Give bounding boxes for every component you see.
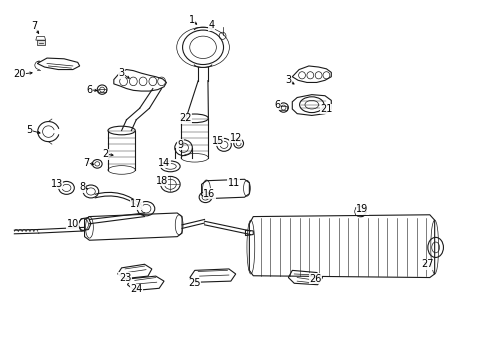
Text: 27: 27 xyxy=(420,259,433,269)
Text: 21: 21 xyxy=(320,104,332,114)
Text: 7: 7 xyxy=(31,21,37,31)
Text: 7: 7 xyxy=(83,158,89,168)
Text: 6: 6 xyxy=(86,85,92,95)
Text: 8: 8 xyxy=(80,182,85,192)
Text: 6: 6 xyxy=(274,100,280,110)
Text: 18: 18 xyxy=(155,176,167,186)
Text: 23: 23 xyxy=(119,273,131,283)
Text: 15: 15 xyxy=(211,136,224,145)
Text: 25: 25 xyxy=(188,278,201,288)
Text: 16: 16 xyxy=(203,189,215,199)
Text: 5: 5 xyxy=(26,125,32,135)
Text: 4: 4 xyxy=(208,20,214,30)
Text: 1: 1 xyxy=(188,15,195,26)
Text: 3: 3 xyxy=(285,75,291,85)
Text: 24: 24 xyxy=(130,284,142,294)
Text: 12: 12 xyxy=(229,133,242,143)
Text: 26: 26 xyxy=(308,274,321,284)
Text: 22: 22 xyxy=(179,113,191,123)
Text: 17: 17 xyxy=(130,199,142,210)
Text: 19: 19 xyxy=(356,204,368,215)
Polygon shape xyxy=(37,40,44,45)
Text: 20: 20 xyxy=(13,69,25,79)
Text: 2: 2 xyxy=(102,149,108,159)
Text: 14: 14 xyxy=(158,158,170,168)
Text: 13: 13 xyxy=(51,179,63,189)
Text: 3: 3 xyxy=(118,68,124,78)
Bar xyxy=(279,107,287,110)
Text: 10: 10 xyxy=(66,219,79,229)
Text: 9: 9 xyxy=(177,140,183,150)
Bar xyxy=(98,89,106,92)
Text: 11: 11 xyxy=(227,178,240,188)
